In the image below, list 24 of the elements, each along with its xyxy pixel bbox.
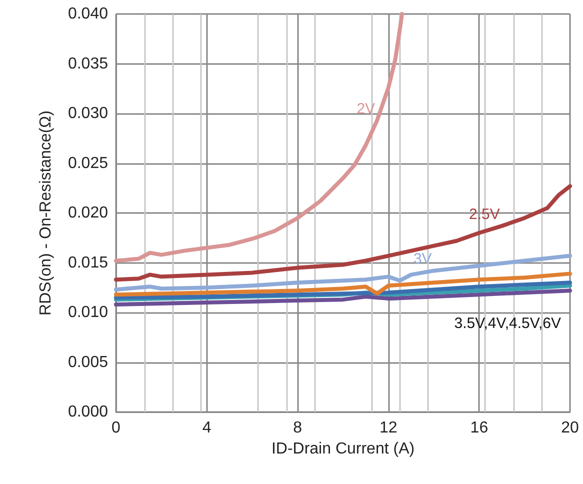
x-tick-label: 4 <box>202 420 212 436</box>
x-tick-label: 12 <box>380 420 398 436</box>
y-tick-label: 0.025 <box>68 154 108 172</box>
line-series <box>114 280 572 300</box>
y-tick-label: 0.005 <box>68 354 108 371</box>
line-series <box>114 184 572 282</box>
annotation: 3.5V,4V,4.5V,6V <box>454 315 561 332</box>
line-series <box>114 12 404 263</box>
line-series <box>114 254 572 292</box>
y-tick-label: 0.010 <box>68 304 108 321</box>
line-series <box>114 288 572 307</box>
x-tick-label: 16 <box>470 420 488 436</box>
x-tick-label: 0 <box>112 420 121 436</box>
y-tick-label: 0.015 <box>68 254 108 272</box>
y-tick-label: 0.020 <box>68 204 108 222</box>
y-tick-label: 0.035 <box>68 55 108 72</box>
x-axis-title: ID-Drain Current (A) <box>271 440 415 458</box>
x-tick-label: 8 <box>293 420 302 436</box>
line-series <box>114 272 572 297</box>
y-axis-title: RDS(on) - On-Resistance(Ω) <box>38 110 54 316</box>
y-tick-label: 0.000 <box>68 404 108 420</box>
y-tick-label: 0.030 <box>68 105 108 122</box>
x-tick-label: 20 <box>561 420 579 436</box>
y-tick-label: 0.040 <box>68 6 108 22</box>
